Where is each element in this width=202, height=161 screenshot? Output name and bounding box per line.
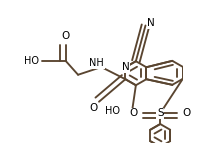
Text: N: N [121, 62, 129, 72]
Text: O: O [182, 108, 190, 118]
Text: HO: HO [104, 106, 119, 116]
Text: O: O [61, 31, 69, 41]
Text: HO: HO [24, 56, 39, 66]
Text: O: O [89, 103, 97, 113]
Text: O: O [129, 108, 137, 118]
Text: N: N [146, 18, 154, 28]
Text: S: S [156, 108, 163, 118]
Text: NH: NH [89, 58, 104, 68]
